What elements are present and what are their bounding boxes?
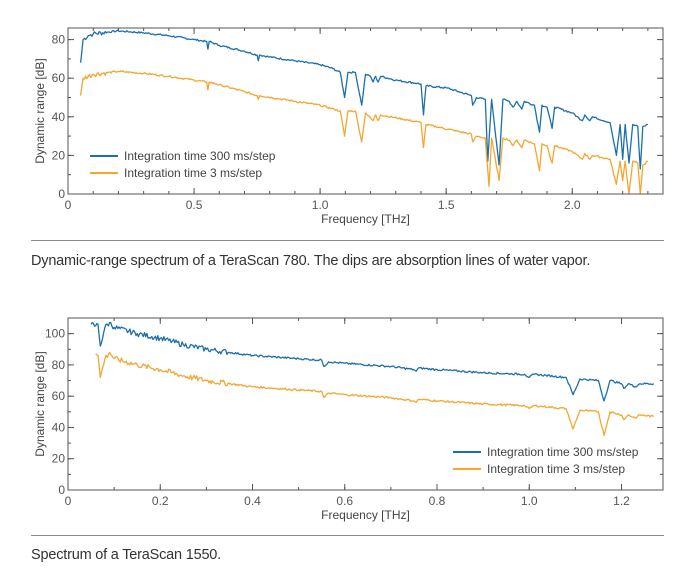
x-tick-label: 0 <box>65 494 72 508</box>
y-tick-label: 20 <box>52 148 66 162</box>
y-tick-label: 40 <box>52 110 66 124</box>
x-tick-label: 1.0 <box>521 494 538 508</box>
series-line-3ms <box>79 70 648 195</box>
x-tick-label: 0.5 <box>186 198 203 212</box>
y-tick-label: 0 <box>58 187 65 201</box>
x-tick-label: 2.0 <box>564 198 581 212</box>
chart-1: 0 0.5 1.0 1.5 2.0 0 20 40 60 80 Integration time 3… <box>33 27 664 226</box>
x-axis-label: Frequency [THz] <box>321 508 410 522</box>
x-tick-label: 1.0 <box>312 198 329 212</box>
y-tick-label: 0 <box>58 483 65 497</box>
x-tick-label: 0.8 <box>429 494 446 508</box>
chart-2: 0 0.2 0.4 0.6 0.8 1.0 1.2 0 20 40 60 80 100 Integrati… <box>33 317 664 522</box>
caption-chart-2: Spectrum of a TeraScan 1550. <box>31 547 222 563</box>
y-tick-label: 100 <box>45 327 65 341</box>
separator-1 <box>31 240 664 241</box>
legend-label: Integration time 300 ms/step <box>487 445 639 459</box>
separator-2 <box>31 535 664 536</box>
series-line-300ms <box>90 321 655 402</box>
y-tick-label: 40 <box>52 420 66 434</box>
y-tick-label: 60 <box>52 389 66 403</box>
y-tick-label: 80 <box>52 33 66 47</box>
legend-label: Integration time 3 ms/step <box>124 166 262 180</box>
x-tick-label: 0.2 <box>152 494 169 508</box>
x-axis-label: Frequency [THz] <box>321 212 410 226</box>
y-tick-label: 60 <box>52 71 66 85</box>
caption-chart-1: Dynamic-range spectrum of a TeraScan 780… <box>31 253 591 269</box>
x-tick-label: 1.5 <box>438 198 455 212</box>
y-tick-label: 20 <box>52 452 66 466</box>
plot-frame <box>67 27 664 195</box>
y-axis-label: Dynamic range [dB] <box>33 351 47 456</box>
x-tick-label: 0.4 <box>244 494 261 508</box>
plot-frame <box>67 317 664 491</box>
series-line-300ms <box>79 29 648 170</box>
y-axis-label: Dynamic range [dB] <box>33 58 47 163</box>
x-tick-label: 1.2 <box>613 494 630 508</box>
x-tick-label: 0.6 <box>336 494 353 508</box>
series-line-3ms <box>95 351 655 436</box>
x-tick-label: 0 <box>65 198 72 212</box>
legend-label: Integration time 3 ms/step <box>487 462 625 476</box>
legend-label: Integration time 300 ms/step <box>124 149 276 163</box>
y-tick-label: 80 <box>52 358 66 372</box>
